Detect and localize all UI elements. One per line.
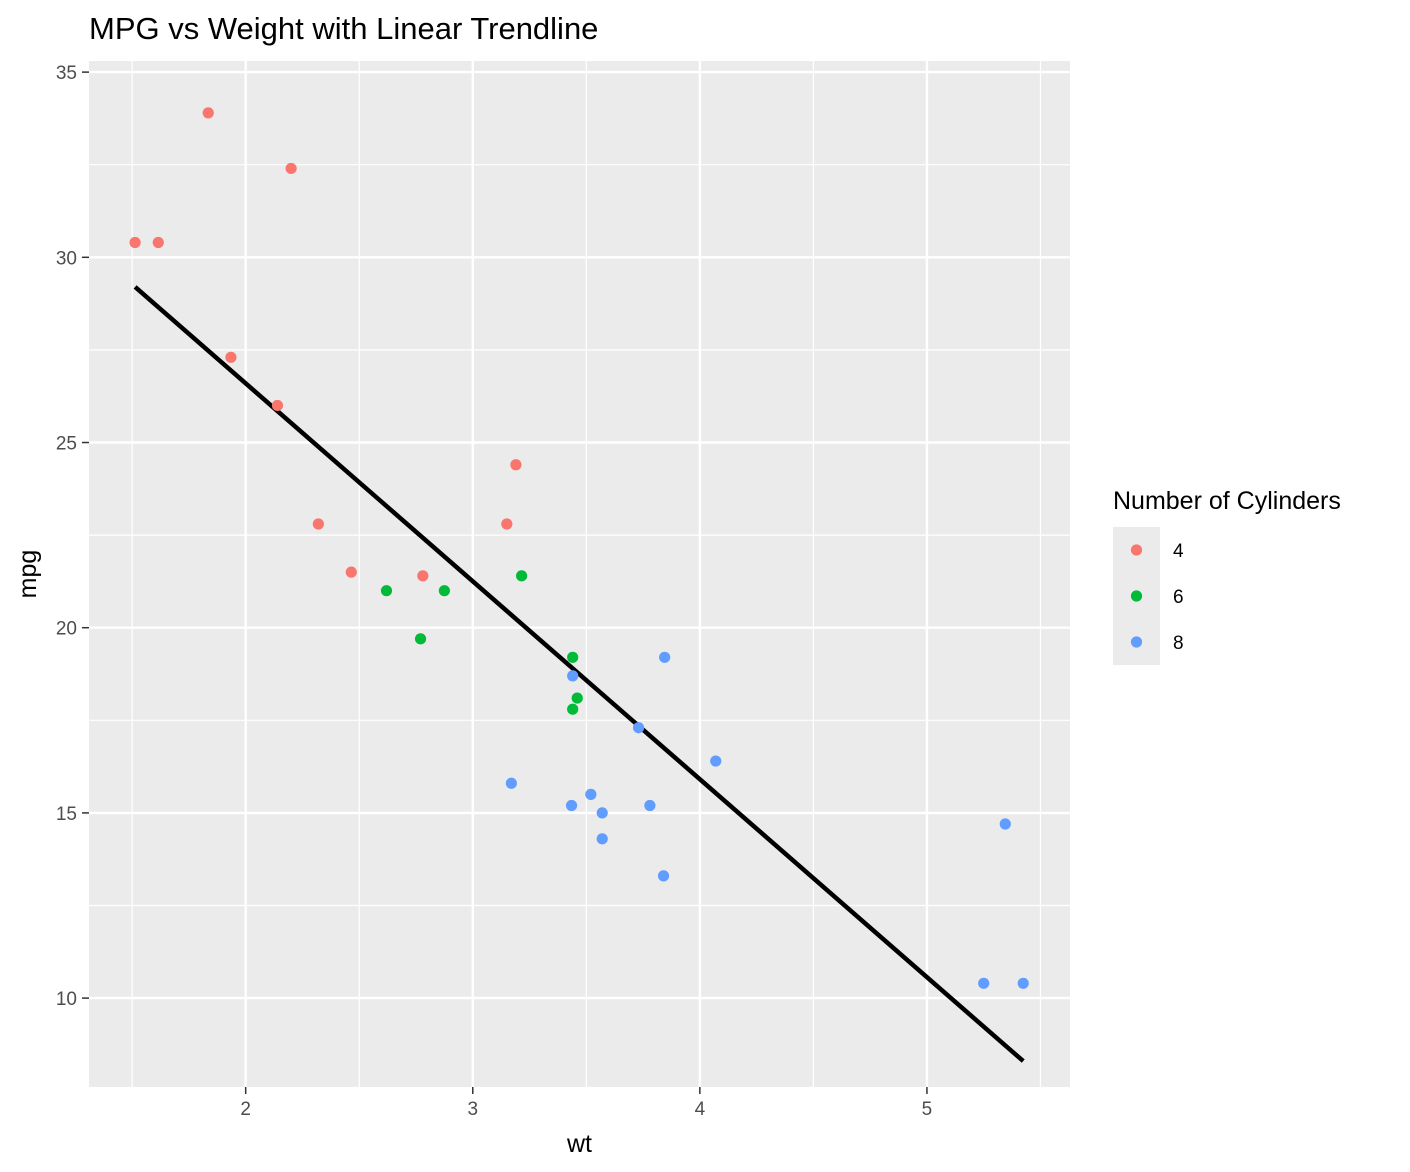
y-tick-label-5: 35 [56, 63, 77, 84]
point-cyl8-4 [644, 799, 656, 812]
point-cyl6-1 [438, 585, 450, 597]
point-cyl6-2 [515, 570, 528, 582]
x-tick-label-0: 2 [240, 1099, 251, 1120]
minor-gridlines [89, 61, 1070, 1087]
y-tick-label-1: 15 [56, 804, 77, 825]
linear-trendline [133, 285, 1025, 1063]
point-cyl4-1 [510, 459, 522, 471]
point-cyl4-9 [129, 236, 141, 249]
point-cyl6-4 [567, 651, 579, 663]
legend-label-4: 4 [1173, 541, 1184, 562]
point-cyl8-7 [999, 818, 1011, 830]
point-cyl8-10 [657, 870, 670, 882]
point-cyl8-12 [505, 777, 517, 789]
point-cyl4-5 [202, 107, 214, 119]
point-cyl6-3 [571, 692, 583, 704]
point-cyl6-6 [414, 633, 427, 645]
point-cyl4-8 [271, 399, 284, 412]
legend: Number of Cylinders 4 6 8 [1113, 487, 1341, 665]
point-cyl6-0 [380, 585, 393, 597]
point-cyl4-6 [345, 566, 357, 578]
point-cyl6-5 [567, 703, 579, 715]
y-tick-label-3: 25 [56, 434, 77, 455]
point-cyl8-13 [596, 807, 608, 819]
chart-title: MPG vs Weight with Linear Trendline [89, 11, 598, 46]
points-layer [129, 107, 1029, 989]
y-tick-label-0: 10 [56, 989, 77, 1010]
point-cyl4-0 [312, 518, 324, 530]
point-cyl8-11 [659, 651, 671, 663]
x-tick-label-3: 5 [922, 1099, 933, 1120]
point-cyl8-2 [710, 755, 722, 767]
point-cyl4-7 [225, 351, 237, 363]
legend-title: Number of Cylinders [1113, 487, 1341, 515]
point-cyl4-2 [501, 518, 513, 530]
point-cyl8-3 [632, 722, 645, 734]
legend-key-8 [1130, 636, 1143, 648]
legend-label-6: 6 [1173, 587, 1184, 608]
trendline-layer [133, 285, 1025, 1063]
legend-entries: 4 6 8 [1130, 541, 1184, 654]
point-cyl8-6 [1017, 977, 1029, 989]
point-cyl4-3 [285, 162, 297, 175]
point-cyl8-5 [978, 977, 990, 989]
point-cyl4-10 [417, 570, 429, 582]
y-axis: 10 15 20 25 30 35 [56, 63, 89, 1010]
y-tick-label-2: 20 [56, 619, 77, 640]
plot-panel [89, 61, 1070, 1087]
point-cyl8-0 [567, 670, 579, 682]
legend-label-8: 8 [1173, 633, 1184, 654]
x-tick-label-1: 3 [467, 1099, 478, 1120]
point-cyl8-9 [565, 799, 578, 812]
point-cyl4-4 [152, 236, 164, 249]
x-axis-title: wt [566, 1130, 592, 1158]
legend-key-6 [1130, 590, 1143, 602]
legend-key-4 [1130, 544, 1143, 556]
point-cyl8-1 [596, 833, 608, 845]
point-cyl8-8 [585, 788, 597, 800]
y-tick-label-4: 30 [56, 248, 77, 269]
y-axis-title: mpg [14, 550, 42, 599]
x-axis: 2 3 4 5 [240, 1087, 932, 1120]
major-gridlines [89, 61, 1070, 1087]
x-tick-label-2: 4 [695, 1099, 706, 1120]
